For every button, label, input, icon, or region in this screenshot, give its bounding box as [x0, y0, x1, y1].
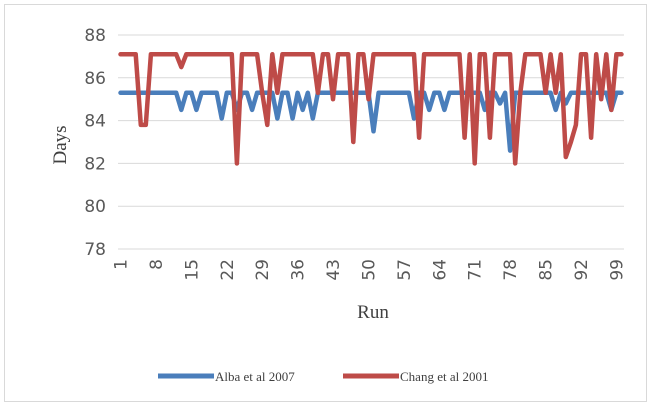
y-tick-88: 88: [84, 26, 106, 46]
y-tick-78: 78: [84, 240, 106, 260]
x-tick-57: 57: [395, 259, 415, 281]
chart-frame: [4, 4, 647, 402]
x-tick-50: 50: [359, 259, 379, 281]
x-tick-99: 99: [607, 259, 627, 281]
legend-label-1: Alba et al 2007: [215, 369, 295, 384]
y-tick-84: 84: [84, 112, 106, 132]
x-tick-15: 15: [182, 259, 202, 281]
series-line-1: [118, 90, 624, 153]
legend-label-2: Chang et al 2001: [400, 369, 488, 384]
x-tick-71: 71: [466, 259, 486, 281]
y-tick-labels: 78 80 82 84 86 88: [84, 26, 106, 260]
x-tick-92: 92: [572, 259, 592, 281]
x-axis-title: Run: [357, 302, 389, 323]
y-tick-80: 80: [84, 197, 106, 217]
x-tick-78: 78: [501, 259, 521, 281]
x-tick-43: 43: [324, 259, 344, 281]
y-tick-86: 86: [84, 69, 106, 89]
series-line-2: [118, 52, 624, 166]
series-lines: [118, 52, 624, 166]
x-tick-1: 1: [112, 259, 132, 270]
x-tick-22: 22: [218, 259, 238, 281]
y-tick-82: 82: [84, 154, 106, 174]
x-tick-64: 64: [430, 259, 450, 281]
x-tick-36: 36: [289, 259, 309, 281]
x-tick-29: 29: [253, 259, 273, 281]
y-axis-title: Days: [50, 125, 71, 164]
x-tick-8: 8: [147, 259, 167, 270]
legend: Alba et al 2007 Chang et al 2001: [158, 369, 488, 384]
x-tick-labels: 1 8 15 22 29 36 43 50 57 64 71 78 85 92 99: [112, 259, 628, 281]
x-tick-85: 85: [537, 259, 557, 281]
